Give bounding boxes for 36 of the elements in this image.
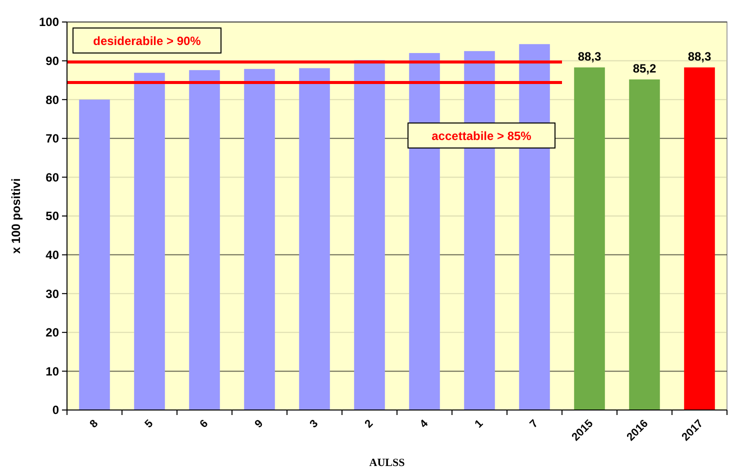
- y-tick-label: 80: [46, 92, 60, 107]
- data-label: 88,3: [688, 49, 712, 64]
- y-tick-label: 0: [52, 403, 60, 418]
- x-tick-label: 4: [418, 417, 432, 430]
- y-tick-label: 100: [38, 15, 60, 30]
- bar: [244, 68, 275, 410]
- x-tick-label: 9: [252, 418, 266, 430]
- y-tick-label: 20: [46, 326, 60, 340]
- bar: [79, 100, 110, 410]
- x-axis-title: AULSS: [369, 457, 405, 468]
- x-tick-label: 3: [308, 418, 321, 430]
- bar: [574, 67, 605, 410]
- x-tick-label: 5: [142, 418, 156, 430]
- y-tick-label: 30: [46, 286, 60, 301]
- y-tick-label: 90: [46, 54, 60, 68]
- y-tick-label: 60: [46, 170, 60, 184]
- ref-line-label: desiderabile > 90%: [93, 34, 202, 48]
- data-label: 88,3: [578, 49, 602, 64]
- bar: [629, 79, 660, 410]
- bar: [189, 70, 220, 410]
- x-tick-label: 6: [198, 418, 211, 430]
- ref-line-label: accettabile > 85%: [432, 129, 532, 143]
- bar: [354, 60, 385, 410]
- y-tick-label: 70: [46, 132, 60, 146]
- y-tick-label: 50: [46, 209, 60, 224]
- x-tick-label: 1: [472, 418, 486, 430]
- x-tick-label: 2: [362, 418, 376, 430]
- y-axis-title: x 100 positivi: [9, 178, 23, 254]
- x-tick-label: 8: [88, 418, 101, 430]
- y-tick-label: 40: [46, 248, 60, 262]
- bar: [134, 72, 165, 410]
- y-tick-label: 10: [46, 364, 60, 378]
- x-tick-label: 7: [528, 418, 541, 430]
- data-label: 85,2: [632, 61, 656, 76]
- bar: [299, 68, 330, 410]
- bar: [684, 67, 715, 410]
